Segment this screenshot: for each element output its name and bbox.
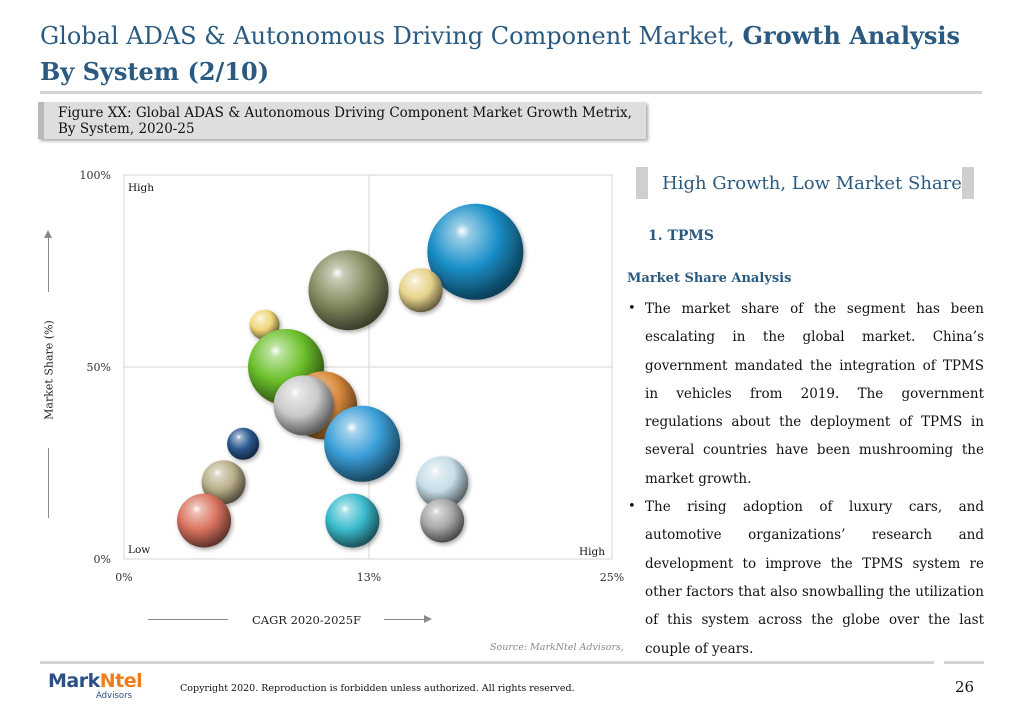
bubble-point: [201, 460, 246, 505]
x-axis-left-line: [148, 619, 228, 620]
x-axis-label: CAGR 2020-2025F: [252, 613, 362, 627]
copyright-notice: Copyright 2020. Reproduction is forbidde…: [180, 683, 575, 694]
y-tick-label: 0%: [94, 553, 111, 566]
arrow-right-icon: [424, 615, 432, 623]
x-tick-label: 0%: [115, 571, 132, 584]
bubble-point: [227, 427, 260, 460]
y-axis-label: Market Share (%): [42, 320, 56, 420]
bullet-icon: •: [628, 499, 636, 515]
bubble-point: [273, 375, 334, 436]
logo-wordmark-accent: Ntel: [99, 670, 143, 692]
analysis-subheading: Market Share Analysis: [627, 271, 792, 286]
figure-caption: Figure XX: Global ADAS & Autonomous Driv…: [58, 105, 632, 137]
x-tick-label: 25%: [600, 571, 624, 584]
bubble-point: [420, 498, 465, 543]
quadrant-label-top-left: High: [128, 182, 154, 194]
bubble-point: [416, 456, 469, 509]
quadrant-label-bottom-left: Low: [128, 544, 150, 556]
x-axis-arrow-line: [384, 619, 428, 620]
heading-bar-left: [636, 167, 648, 199]
title-divider: [40, 91, 982, 94]
bubble-point: [324, 405, 401, 482]
x-tick-label: 13%: [357, 571, 381, 584]
page-title-main: Global ADAS & Autonomous Driving Compone…: [40, 22, 743, 50]
page-number: 26: [955, 678, 975, 696]
bullet-text: The market share of the segment has been…: [645, 301, 984, 487]
bullet-text: The rising adoption of luxury cars, and …: [645, 499, 984, 657]
bullet-item: • The rising adoption of luxury cars, an…: [628, 493, 984, 663]
y-axis-arrow-line: [48, 232, 49, 292]
y-tick-label: 50%: [87, 361, 111, 374]
bullet-item: • The market share of the segment has be…: [628, 295, 984, 493]
company-logo: MarkNtel Advisors: [48, 670, 148, 704]
segment-title: 1. TPMS: [648, 228, 715, 244]
y-axis-lower-line: [48, 448, 49, 518]
bubble-series: [177, 203, 524, 548]
bullet-icon: •: [628, 301, 636, 316]
logo-subtitle: Advisors: [96, 691, 133, 701]
quadrant-heading: High Growth, Low Market Share: [636, 167, 974, 199]
chart-source: Source: MarkNtel Advisors,: [490, 642, 624, 653]
bubble-point: [325, 493, 380, 548]
bubble-point: [308, 250, 389, 331]
bubble-point: [427, 203, 524, 300]
analysis-bullets: • The market share of the segment has be…: [628, 295, 984, 663]
footer-divider-short: [944, 661, 984, 664]
y-tick-label: 100%: [80, 169, 111, 182]
page-title: Global ADAS & Autonomous Driving Compone…: [40, 18, 980, 90]
footer-divider: [40, 661, 934, 664]
logo-wordmark-main: Mark: [48, 670, 100, 692]
bubble-point: [177, 493, 232, 548]
figure-caption-box: Figure XX: Global ADAS & Autonomous Driv…: [38, 102, 646, 139]
arrow-up-icon: [44, 230, 52, 238]
y-axis-arrow: [36, 230, 58, 522]
quadrant-label-bottom-right: High: [579, 546, 605, 558]
quadrant-title: High Growth, Low Market Share: [662, 173, 962, 194]
bubble-point: [398, 268, 443, 313]
heading-bar-right: [962, 167, 974, 199]
logo-wordmark: MarkNtel: [48, 670, 148, 692]
page-title-emphasis: Growth Analysis By System (2/10): [40, 21, 961, 86]
